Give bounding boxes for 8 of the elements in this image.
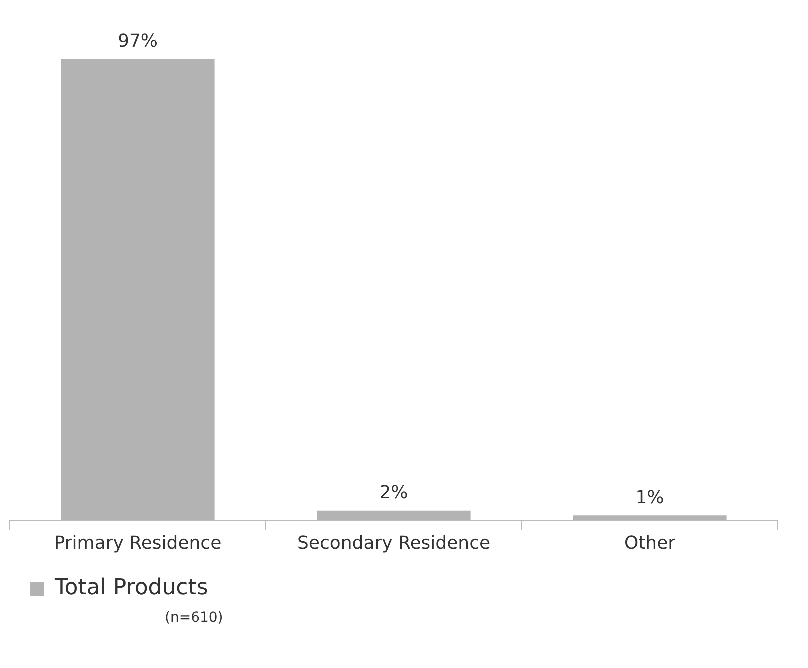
x-tick-label: Other: [624, 532, 676, 554]
data-label: 97%: [118, 30, 158, 52]
data-label: 1%: [636, 487, 664, 508]
x-tick-label: Secondary Residence: [297, 532, 491, 554]
data-label: 2%: [380, 482, 408, 504]
legend-label: Total Products: [54, 576, 208, 601]
text: (n=610): [165, 610, 224, 626]
x-tick-label: Primary Residence: [54, 532, 222, 554]
